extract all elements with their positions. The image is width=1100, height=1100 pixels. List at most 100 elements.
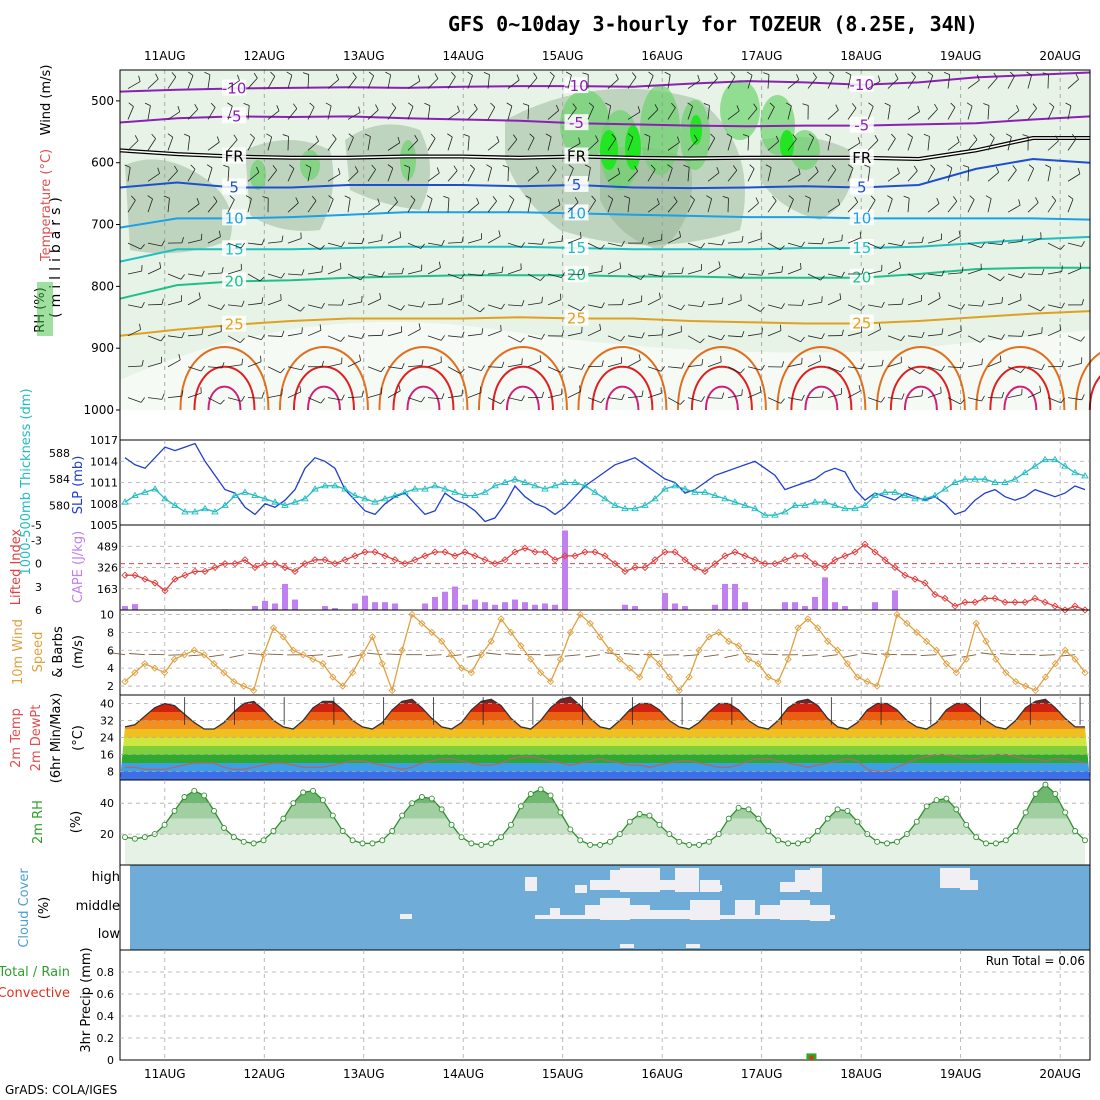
cloud-block bbox=[675, 868, 699, 892]
wind-barb bbox=[287, 74, 293, 89]
wind-barb-flag bbox=[953, 196, 958, 202]
wind-barb bbox=[387, 366, 402, 370]
wind-barb-flag bbox=[621, 393, 625, 400]
wind-barb bbox=[727, 170, 738, 182]
rh-line-point bbox=[587, 841, 594, 848]
wind-barb-flag bbox=[1059, 324, 1062, 331]
wind-barb bbox=[407, 397, 422, 403]
wind-barb-flag bbox=[364, 133, 371, 137]
thickness-line-point bbox=[991, 478, 999, 485]
wind-barb-flag bbox=[1079, 262, 1082, 269]
thickness-line-point bbox=[521, 478, 529, 485]
thickness-line-point bbox=[351, 491, 359, 499]
cape-bar bbox=[662, 593, 668, 610]
wind-barb-flag bbox=[851, 103, 857, 109]
wind-barb-flag bbox=[772, 195, 777, 202]
wind-speed-line-point bbox=[1081, 668, 1089, 677]
wind-barb-flag bbox=[300, 306, 305, 312]
wind-barb-flag bbox=[259, 276, 265, 282]
rh-legend-swatch bbox=[37, 282, 53, 336]
isotherm-label-bg bbox=[849, 148, 874, 165]
low-level-isotherm-loop bbox=[903, 385, 938, 411]
surface-wind-barb bbox=[762, 653, 779, 656]
wind-barb bbox=[147, 105, 151, 120]
wind-barb bbox=[627, 359, 641, 368]
wind-barb bbox=[887, 138, 896, 151]
wind-barb bbox=[267, 273, 282, 279]
wind-barb-flag bbox=[500, 399, 505, 405]
wind-barb bbox=[447, 335, 462, 338]
wind-barb-flag bbox=[775, 135, 780, 142]
rh-line-point bbox=[369, 840, 376, 847]
wind-barb-flag bbox=[354, 166, 359, 172]
rh-line-point bbox=[418, 794, 425, 800]
wind-barb bbox=[207, 74, 211, 89]
wind-barb-flag bbox=[740, 273, 745, 279]
thickness-line-point bbox=[411, 485, 419, 492]
wind-barb-flag bbox=[535, 166, 539, 173]
isotherm-label-bg bbox=[849, 116, 874, 133]
wind-barb-flag bbox=[124, 164, 131, 168]
thickness-line-point bbox=[851, 504, 859, 512]
wind-barb bbox=[627, 273, 642, 280]
wind-barb bbox=[187, 366, 202, 372]
wind-barb-flag bbox=[660, 366, 665, 372]
thickness-line-point bbox=[331, 481, 339, 489]
wind-barb bbox=[567, 391, 581, 398]
cape-bar bbox=[522, 602, 528, 610]
cape-bar bbox=[512, 599, 518, 610]
wind-barb-flag bbox=[641, 237, 644, 244]
lifted-index-line-point bbox=[991, 594, 999, 603]
cape-tick-label: 326 bbox=[97, 562, 118, 575]
isotherm-label-bg bbox=[222, 315, 247, 332]
wind-barb bbox=[467, 273, 482, 277]
wind-barb bbox=[987, 361, 1002, 368]
date-label-top: 13AUG bbox=[343, 49, 385, 63]
wind-barb-flag bbox=[1081, 241, 1085, 247]
wind-barb bbox=[1047, 140, 1059, 151]
low-level-isotherm-loop bbox=[505, 385, 540, 411]
thickness-line-point bbox=[871, 491, 879, 499]
isotherm-line bbox=[119, 157, 1091, 190]
wind-barb-flag bbox=[884, 102, 891, 106]
wind-barb bbox=[747, 391, 762, 399]
wind-barb bbox=[387, 201, 398, 213]
rh-line-point bbox=[230, 834, 237, 841]
slp-tick-label: 1005 bbox=[90, 519, 118, 532]
wind-barb bbox=[167, 170, 178, 182]
wind-speed-line-point bbox=[517, 642, 525, 650]
lifted-index-line-point bbox=[871, 548, 879, 556]
wind-barb bbox=[467, 108, 478, 120]
wind-barb-flag bbox=[525, 195, 532, 199]
wind-barb-flag bbox=[319, 324, 322, 331]
wind-speed-line-point bbox=[546, 677, 555, 686]
cloud-block bbox=[735, 900, 755, 918]
wind-barb bbox=[267, 366, 281, 374]
rh-line-point bbox=[478, 841, 485, 848]
wind-barb-flag bbox=[344, 195, 351, 199]
wind-barb bbox=[647, 136, 651, 151]
wind-barb bbox=[347, 112, 361, 120]
temp-band bbox=[120, 729, 1090, 738]
wind-barb-flag bbox=[934, 103, 938, 110]
thickness-line-point bbox=[941, 485, 949, 492]
lifted-index-line-point bbox=[751, 556, 759, 564]
wind-barb-flag bbox=[521, 300, 525, 307]
wind-speed-line-point bbox=[487, 637, 495, 645]
isotherm-label-bg bbox=[222, 79, 247, 96]
wind-barb-flag bbox=[847, 164, 854, 169]
wind-speed-line-point bbox=[952, 668, 960, 677]
wind-barb-flag bbox=[261, 334, 265, 340]
wind-barb bbox=[967, 364, 982, 368]
lifted-index-line-point bbox=[731, 548, 739, 556]
wind-barb bbox=[947, 366, 962, 369]
wind-speed-line-point bbox=[121, 677, 129, 686]
wind-barb-flag bbox=[859, 231, 862, 238]
wind-barb-flag bbox=[701, 300, 705, 307]
wind-barb bbox=[607, 397, 622, 400]
surface-wind-barb bbox=[564, 654, 581, 657]
wind-barb bbox=[1067, 242, 1082, 247]
wind-barb-flag bbox=[559, 293, 562, 300]
wind-barb bbox=[1067, 173, 1081, 182]
wind-barb bbox=[407, 167, 411, 182]
